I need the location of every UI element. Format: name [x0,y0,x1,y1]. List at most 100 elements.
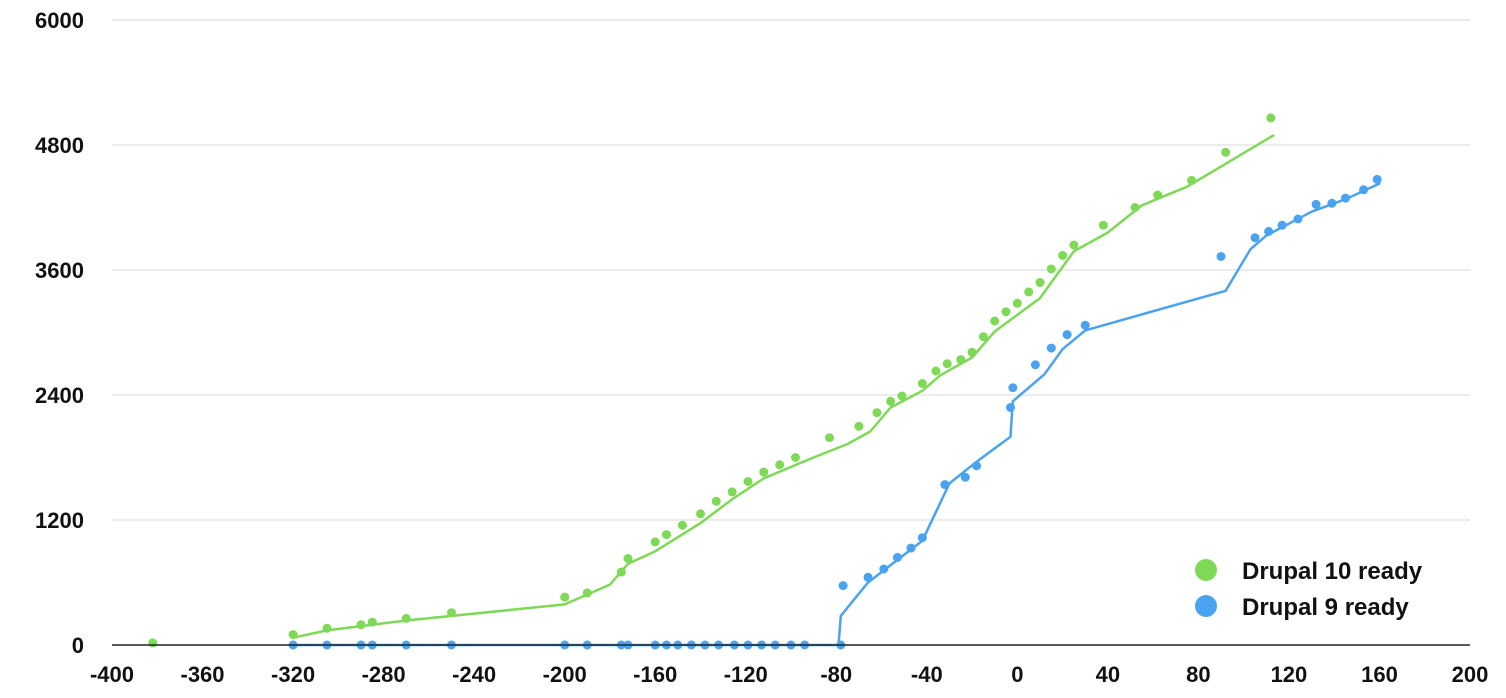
point-drupal-10-ready [854,421,864,431]
point-drupal-9-ready [960,472,970,482]
x-tick-label: 200 [1452,662,1489,687]
point-drupal-10-ready [148,638,158,648]
legend-label-drupal-10-ready: Drupal 10 ready [1242,558,1423,585]
point-drupal-10-ready [711,496,721,506]
point-drupal-10-ready [367,617,377,627]
legend-swatch-drupal-9-ready [1195,595,1217,617]
point-drupal-9-ready [1062,330,1072,340]
x-tick-label: -120 [724,662,768,687]
x-tick-label: 80 [1186,662,1210,687]
point-drupal-9-ready [1030,360,1040,370]
y-tick-label: 0 [72,633,84,658]
x-tick-label: -160 [633,662,677,687]
point-drupal-9-ready [1359,185,1369,195]
point-drupal-10-ready [447,608,456,618]
point-drupal-10-ready [560,592,570,602]
point-drupal-9-ready [1277,220,1287,230]
y-tick-label: 3600 [35,258,84,283]
point-drupal-10-ready [623,554,633,563]
point-drupal-10-ready [942,359,952,369]
point-drupal-10-ready [616,567,626,577]
point-drupal-10-ready [1221,147,1231,157]
x-tick-label: -80 [820,662,852,687]
point-drupal-10-ready [582,588,592,598]
point-drupal-9-ready [1372,174,1382,184]
point-drupal-9-ready [1216,252,1226,261]
point-drupal-9-ready [1006,403,1015,412]
point-drupal-9-ready [1293,214,1303,224]
point-drupal-10-ready [1153,190,1163,200]
y-tick-label: 1200 [35,508,84,533]
point-drupal-10-ready [791,453,800,462]
point-drupal-9-ready [1341,193,1350,203]
x-tick-label: 40 [1096,662,1120,687]
point-drupal-9-ready [1264,227,1274,236]
point-drupal-10-ready [356,620,366,630]
point-drupal-10-ready [825,433,834,443]
point-drupal-9-ready [838,581,848,591]
point-drupal-10-ready [1035,278,1045,287]
trend-line-drupal-10-ready [291,134,1275,639]
point-drupal-9-ready [940,480,950,490]
point-drupal-10-ready [967,347,977,357]
point-drupal-9-ready [1046,343,1056,353]
point-drupal-10-ready [956,355,966,365]
trend-line-drupal-9-ready [291,182,1381,647]
x-tick-label: 120 [1271,662,1308,687]
x-tick-label: -200 [543,662,587,687]
legend-label-drupal-9-ready: Drupal 9 ready [1242,594,1409,621]
data-points [148,113,1382,650]
point-drupal-10-ready [1266,113,1276,123]
x-tick-label: -360 [181,662,225,687]
point-drupal-9-ready [863,572,873,582]
y-tick-label: 4800 [35,133,84,158]
point-drupal-10-ready [1098,220,1108,230]
point-drupal-10-ready [1012,298,1022,308]
point-drupal-9-ready [892,553,902,562]
point-drupal-9-ready [1327,198,1337,208]
point-drupal-10-ready [931,366,941,376]
point-drupal-10-ready [727,487,737,497]
point-drupal-10-ready [322,623,332,633]
point-drupal-10-ready [1001,307,1011,317]
point-drupal-10-ready [1069,240,1079,250]
point-drupal-10-ready [759,467,769,477]
point-drupal-9-ready [879,564,889,574]
point-drupal-9-ready [1250,233,1260,243]
point-drupal-9-ready [1311,199,1321,209]
point-drupal-10-ready [401,613,411,623]
point-drupal-10-ready [677,520,687,530]
x-tick-label: -320 [271,662,315,687]
point-drupal-10-ready [650,537,660,547]
point-drupal-9-ready [972,461,982,471]
legend-swatch-drupal-10-ready [1195,559,1217,581]
point-drupal-10-ready [1024,287,1034,297]
point-drupal-10-ready [978,332,988,342]
point-drupal-10-ready [897,391,907,401]
point-drupal-10-ready [886,396,896,406]
point-drupal-10-ready [662,530,671,540]
point-drupal-10-ready [288,630,298,640]
point-drupal-10-ready [743,477,753,486]
x-tick-label: -280 [362,662,406,687]
x-tick-label: 160 [1361,662,1398,687]
point-drupal-10-ready [917,379,927,388]
y-tick-label: 2400 [35,383,84,408]
point-drupal-10-ready [1058,250,1068,260]
point-drupal-10-ready [1187,175,1197,185]
point-drupal-9-ready [1008,383,1018,393]
x-tick-label: -40 [911,662,943,687]
grid [112,19,1470,521]
x-tick-label: 0 [1011,662,1023,687]
point-drupal-10-ready [1046,264,1056,274]
legend: Drupal 10 ready Drupal 9 ready [1195,558,1423,621]
y-tick-label: 6000 [35,8,84,33]
trend-lines [291,134,1381,647]
point-drupal-10-ready [1130,203,1140,212]
point-drupal-9-ready [917,533,927,543]
point-drupal-10-ready [696,509,705,519]
point-drupal-10-ready [775,460,785,470]
point-drupal-10-ready [990,316,1000,326]
